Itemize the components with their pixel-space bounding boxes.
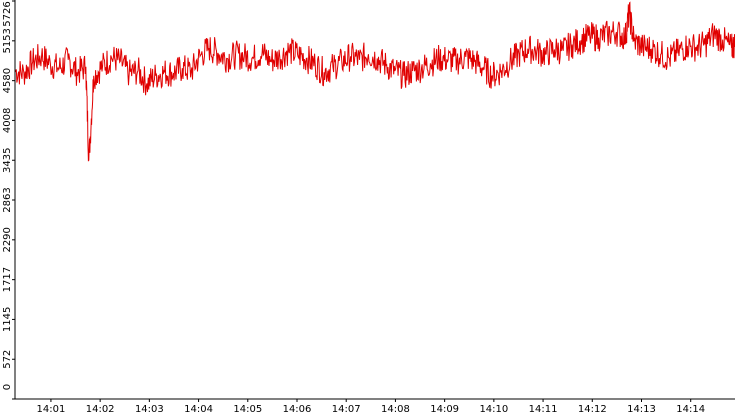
x-tick-label: 14:10 [479,404,508,415]
x-tick-label: 14:14 [676,404,705,415]
y-tick-label: 2290 [2,227,13,252]
x-tick-label: 14:03 [135,404,164,415]
y-tick-label: 2863 [2,187,13,212]
x-tick-label: 14:07 [332,404,361,415]
x-tick-label: 14:12 [578,404,607,415]
x-tick-label: 14:06 [283,404,312,415]
x-tick-label: 14:08 [381,404,410,415]
series-line [14,1,735,162]
y-tick-label: 5153 [2,28,13,53]
x-axis: 14:01 14:02 14:03 14:04 14:05 14:06 14:07 14:08… [15,398,735,415]
y-tick-label: 1145 [2,307,13,332]
y-tick-label: 1717 [2,267,13,292]
y-tick-label: 4008 [2,108,13,133]
x-tick-label: 14:13 [627,404,656,415]
plot-area [14,1,735,162]
x-tick-label: 14:11 [529,404,558,415]
x-tick-label: 14:02 [86,404,115,415]
x-tick-label: 14:09 [430,404,459,415]
y-axis: 0 572 1145 1717 2290 2863 3435 4008 4580 5153 5726 [2,0,16,400]
x-tick-label: 14:04 [184,404,213,415]
x-tick-label: 14:01 [37,404,66,415]
y-tick-label: 5726 [2,1,13,26]
y-tick-label: 4580 [2,68,13,93]
y-tick-label: 572 [2,350,13,369]
y-tick-label: 3435 [2,148,13,173]
x-tick-label: 14:05 [233,404,262,415]
y-tick-label: 0 [2,384,13,390]
